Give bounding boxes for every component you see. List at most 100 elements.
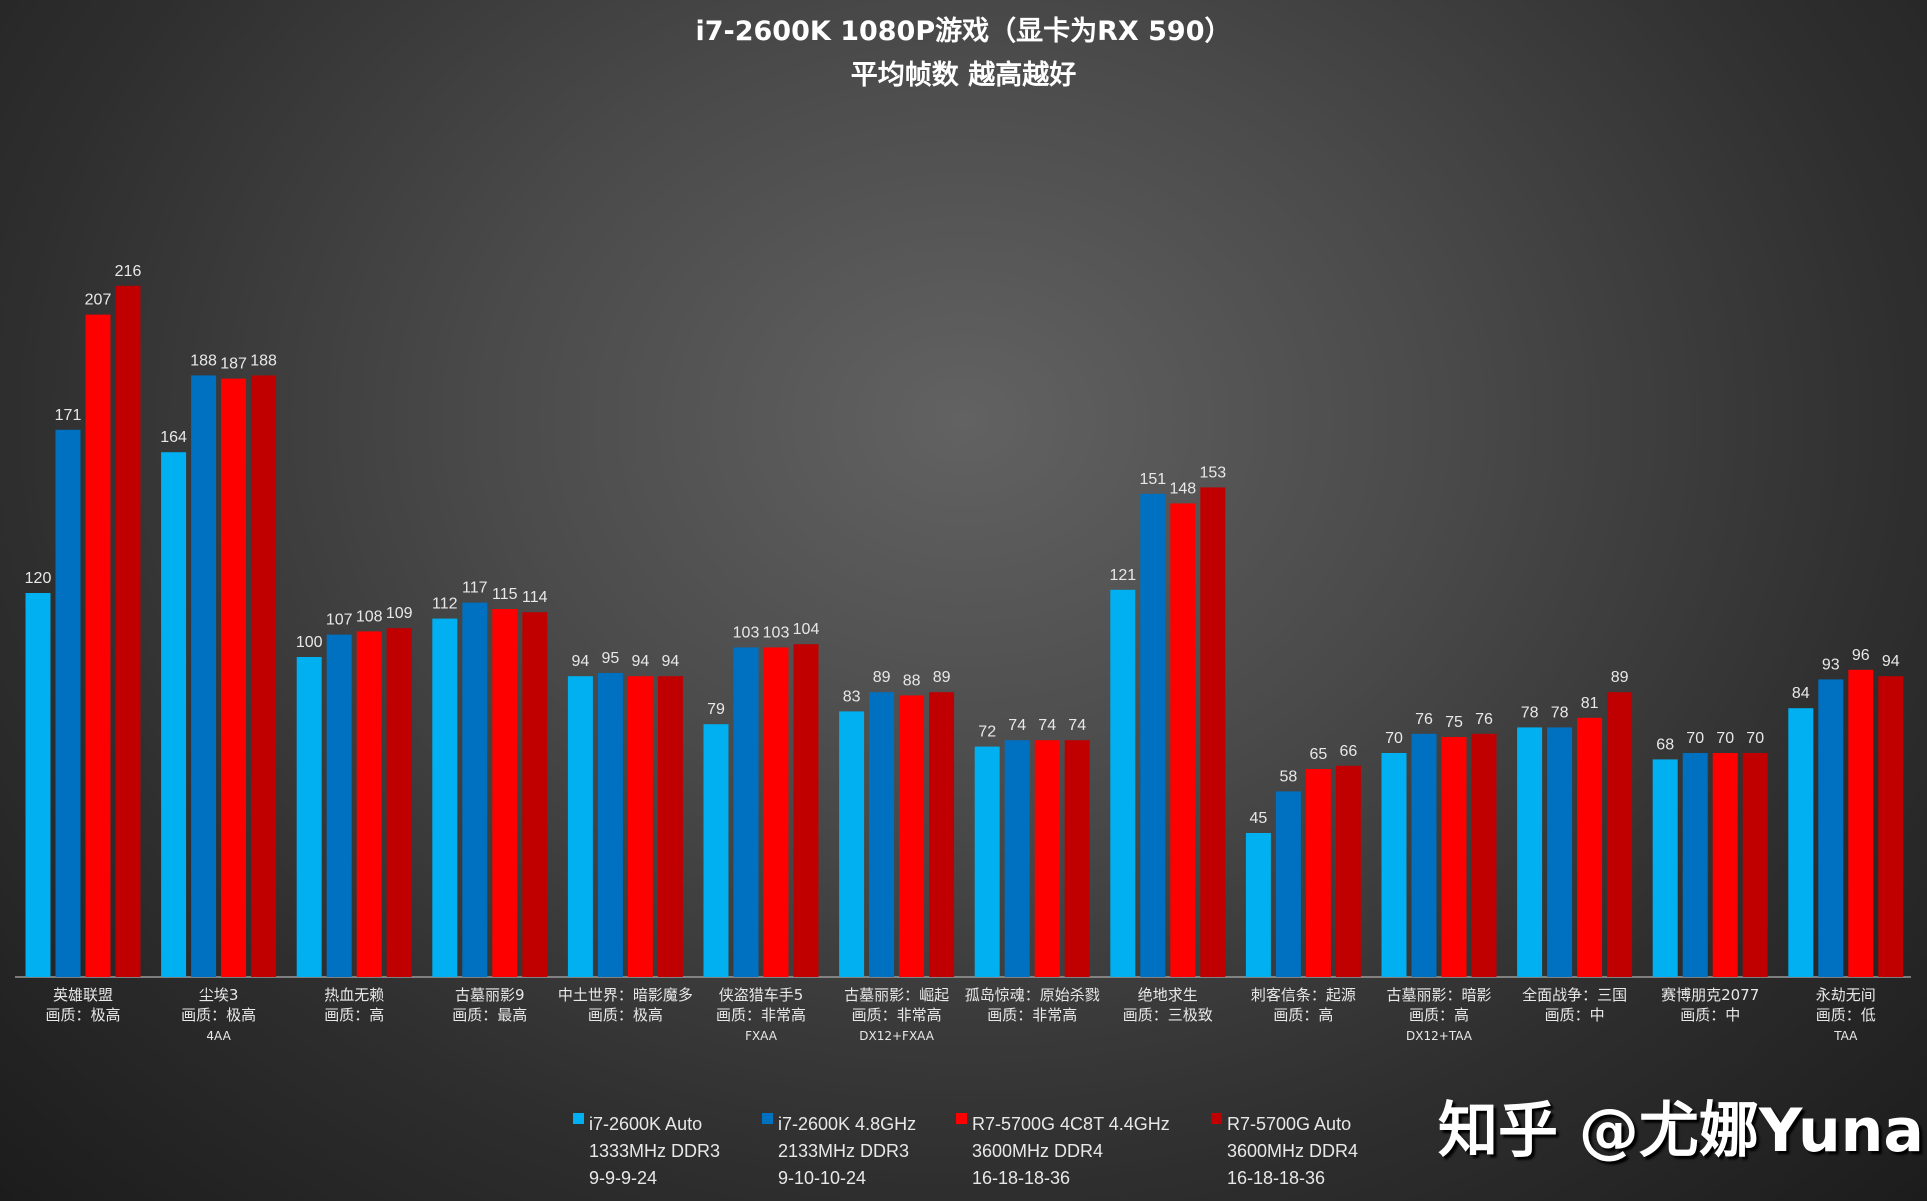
- data-label: 164: [160, 429, 187, 446]
- bar: [161, 452, 187, 977]
- bar: [1848, 669, 1874, 977]
- bar: [1064, 740, 1090, 977]
- data-label: 83: [843, 688, 861, 705]
- data-label: 70: [1746, 730, 1764, 747]
- data-label: 94: [572, 653, 590, 670]
- legend-swatch: [573, 1113, 584, 1124]
- legend-label: 3600MHz DDR4: [972, 1141, 1103, 1161]
- category-label: DX12+FXAA: [859, 1029, 934, 1043]
- category-label: 画质：极高: [588, 1006, 663, 1024]
- data-label: 112: [432, 596, 458, 613]
- bar: [492, 609, 518, 977]
- bar: [1712, 753, 1738, 977]
- bar: [326, 634, 352, 977]
- bar: [386, 628, 412, 977]
- legend-swatch: [956, 1113, 967, 1124]
- legend-label: 16-18-18-36: [1227, 1168, 1325, 1188]
- data-label: 89: [933, 669, 951, 686]
- legend-label: R7-5700G Auto: [1227, 1114, 1351, 1134]
- bar: [1652, 759, 1678, 977]
- data-label: 70: [1716, 730, 1734, 747]
- data-label: 96: [1852, 647, 1870, 664]
- data-label: 188: [190, 352, 217, 369]
- data-label: 121: [1109, 567, 1136, 584]
- category-label: 4AA: [206, 1029, 231, 1043]
- data-label: 78: [1551, 704, 1569, 721]
- data-label: 68: [1656, 736, 1674, 753]
- bar: [25, 593, 51, 977]
- category-label: TAA: [1833, 1029, 1858, 1043]
- data-label: 107: [326, 612, 353, 629]
- category-label: 画质：三极致: [1123, 1006, 1213, 1024]
- data-label: 89: [1611, 669, 1629, 686]
- data-label: 103: [763, 624, 790, 641]
- category-label: 画质：高: [1273, 1006, 1333, 1024]
- data-label: 74: [1008, 717, 1026, 734]
- bar: [703, 724, 729, 977]
- data-label: 74: [1038, 717, 1056, 734]
- data-label: 66: [1340, 743, 1358, 760]
- data-label: 75: [1445, 714, 1463, 731]
- data-label: 153: [1199, 464, 1226, 481]
- bar: [869, 692, 895, 977]
- bar: [1441, 737, 1467, 977]
- category-label: 画质：高: [324, 1006, 384, 1024]
- data-label: 74: [1068, 717, 1086, 734]
- category-label: 永劫无间: [1816, 986, 1876, 1004]
- bar: [1110, 589, 1136, 977]
- category-label: 赛博朋克2077: [1661, 986, 1759, 1004]
- bar: [1471, 733, 1497, 977]
- data-label: 65: [1310, 746, 1328, 763]
- category-label: 画质：极高: [181, 1006, 256, 1024]
- data-label: 148: [1169, 480, 1196, 497]
- category-label: 古墓丽影9: [455, 986, 525, 1004]
- data-label: 115: [492, 586, 518, 603]
- data-label: 100: [296, 634, 323, 651]
- bar: [567, 676, 593, 977]
- bar: [432, 618, 458, 977]
- category-label: 英雄联盟: [53, 986, 113, 1004]
- bar: [974, 746, 1000, 977]
- data-label: 171: [55, 407, 82, 424]
- category-label: FXAA: [745, 1029, 778, 1043]
- data-label: 187: [220, 356, 247, 373]
- bar: [793, 644, 819, 977]
- bar: [1335, 765, 1361, 977]
- data-label: 207: [85, 292, 112, 309]
- bar: [55, 429, 81, 977]
- data-label: 117: [462, 580, 488, 597]
- data-label: 76: [1475, 711, 1493, 728]
- bar: [657, 676, 683, 977]
- category-label: 热血无赖: [324, 986, 384, 1004]
- category-label: 画质：非常高: [716, 1006, 806, 1024]
- data-label: 70: [1385, 730, 1403, 747]
- category-label: 孤岛惊魂：原始杀戮: [965, 986, 1100, 1004]
- category-label: 绝地求生: [1138, 986, 1198, 1004]
- bar: [462, 602, 488, 977]
- bar: [1742, 753, 1768, 977]
- legend-swatch: [1211, 1113, 1222, 1124]
- data-label: 76: [1415, 711, 1433, 728]
- category-label: 侠盗猎车手5: [719, 986, 804, 1004]
- data-label: 88: [903, 672, 921, 689]
- data-label: 93: [1822, 656, 1840, 673]
- bar: [1878, 676, 1904, 977]
- data-label: 94: [632, 653, 650, 670]
- bar: [1170, 503, 1196, 977]
- bar: [356, 631, 382, 977]
- data-label: 104: [793, 621, 820, 638]
- category-label: 画质：非常高: [852, 1006, 942, 1024]
- bar: [221, 378, 247, 978]
- data-label: 108: [356, 608, 383, 625]
- data-label: 81: [1581, 695, 1599, 712]
- legend-label: 2133MHz DDR3: [778, 1141, 909, 1161]
- data-label: 78: [1521, 704, 1539, 721]
- data-label: 95: [602, 650, 620, 667]
- bar: [1140, 493, 1166, 977]
- bar: [733, 647, 759, 977]
- bar: [1607, 692, 1633, 977]
- category-label: 画质：最高: [452, 1006, 527, 1024]
- bar: [1818, 679, 1844, 977]
- data-label: 94: [1882, 653, 1900, 670]
- legend-label: 9-9-9-24: [589, 1168, 657, 1188]
